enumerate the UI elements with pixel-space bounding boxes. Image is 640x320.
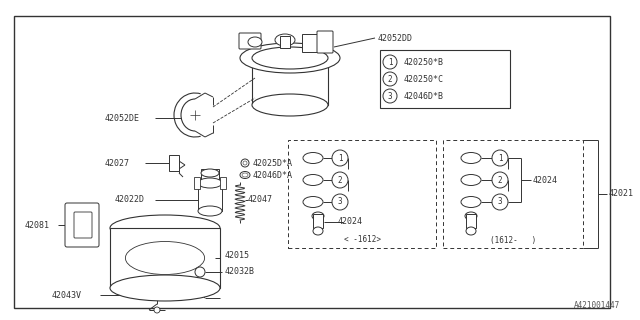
Ellipse shape (465, 212, 477, 220)
Text: A421001447: A421001447 (573, 301, 620, 310)
Ellipse shape (198, 178, 222, 188)
FancyBboxPatch shape (239, 33, 261, 49)
Text: 42025D*A: 42025D*A (253, 158, 293, 167)
Ellipse shape (461, 196, 481, 207)
Text: 3: 3 (388, 92, 392, 100)
Ellipse shape (461, 174, 481, 186)
Circle shape (154, 307, 160, 313)
Bar (380, 50, 510, 108)
Ellipse shape (242, 173, 248, 177)
Text: 42015: 42015 (225, 251, 250, 260)
Bar (313, 214, 323, 228)
Text: 42081: 42081 (25, 220, 50, 229)
Ellipse shape (461, 153, 481, 164)
Circle shape (383, 72, 397, 86)
Ellipse shape (240, 43, 340, 73)
Circle shape (195, 267, 205, 277)
Bar (194, 177, 200, 189)
FancyBboxPatch shape (317, 31, 333, 53)
Ellipse shape (125, 242, 205, 275)
Bar (198, 183, 222, 211)
Bar (288, 140, 436, 248)
Text: 3: 3 (338, 197, 342, 206)
Ellipse shape (313, 227, 323, 235)
Text: 42052DD: 42052DD (378, 34, 413, 43)
Text: 42024: 42024 (338, 218, 363, 227)
Ellipse shape (252, 47, 328, 69)
Text: 42021: 42021 (609, 189, 634, 198)
Circle shape (492, 150, 508, 166)
Text: 1: 1 (498, 154, 502, 163)
Text: 2: 2 (388, 75, 392, 84)
Bar (110, 228, 220, 288)
Text: 1: 1 (388, 58, 392, 67)
Text: 3: 3 (498, 197, 502, 206)
Text: 42052DE: 42052DE (105, 114, 140, 123)
Bar (466, 214, 476, 228)
Text: (1612-   ): (1612- ) (490, 236, 536, 244)
Ellipse shape (240, 172, 250, 179)
Circle shape (383, 89, 397, 103)
Circle shape (243, 161, 247, 165)
Ellipse shape (110, 215, 220, 241)
Ellipse shape (312, 212, 324, 220)
Circle shape (492, 194, 508, 210)
Ellipse shape (110, 275, 220, 301)
Circle shape (332, 194, 348, 210)
Circle shape (492, 172, 508, 188)
Text: 42032B: 42032B (225, 268, 255, 276)
Ellipse shape (303, 196, 323, 207)
Text: 2: 2 (338, 175, 342, 185)
Text: 42024: 42024 (533, 175, 558, 185)
Text: 1: 1 (338, 154, 342, 163)
Ellipse shape (201, 169, 219, 177)
Bar (280, 36, 290, 48)
Ellipse shape (252, 94, 328, 116)
Circle shape (383, 55, 397, 69)
Text: 420250*C: 420250*C (404, 75, 444, 84)
Bar (302, 34, 320, 52)
Circle shape (241, 159, 249, 167)
Ellipse shape (248, 37, 262, 47)
Text: 420250*B: 420250*B (404, 58, 444, 67)
Bar (201, 169, 219, 181)
Text: 42047: 42047 (248, 196, 273, 204)
Circle shape (332, 172, 348, 188)
FancyBboxPatch shape (74, 212, 92, 238)
Bar (169, 155, 179, 171)
Ellipse shape (466, 227, 476, 235)
Bar (443, 140, 583, 248)
Text: 42027: 42027 (105, 158, 130, 167)
Bar (220, 177, 226, 189)
Ellipse shape (303, 174, 323, 186)
Circle shape (332, 150, 348, 166)
Text: 42046D*B: 42046D*B (404, 92, 444, 100)
FancyBboxPatch shape (65, 203, 99, 247)
Text: < -1612>: < -1612> (344, 236, 381, 244)
Ellipse shape (303, 153, 323, 164)
Ellipse shape (198, 206, 222, 216)
Ellipse shape (275, 34, 295, 46)
Text: 42022D: 42022D (115, 196, 145, 204)
Text: 2: 2 (498, 175, 502, 185)
Text: 42043V: 42043V (52, 291, 82, 300)
Bar (252, 55, 328, 105)
Text: 42046D*A: 42046D*A (253, 171, 293, 180)
